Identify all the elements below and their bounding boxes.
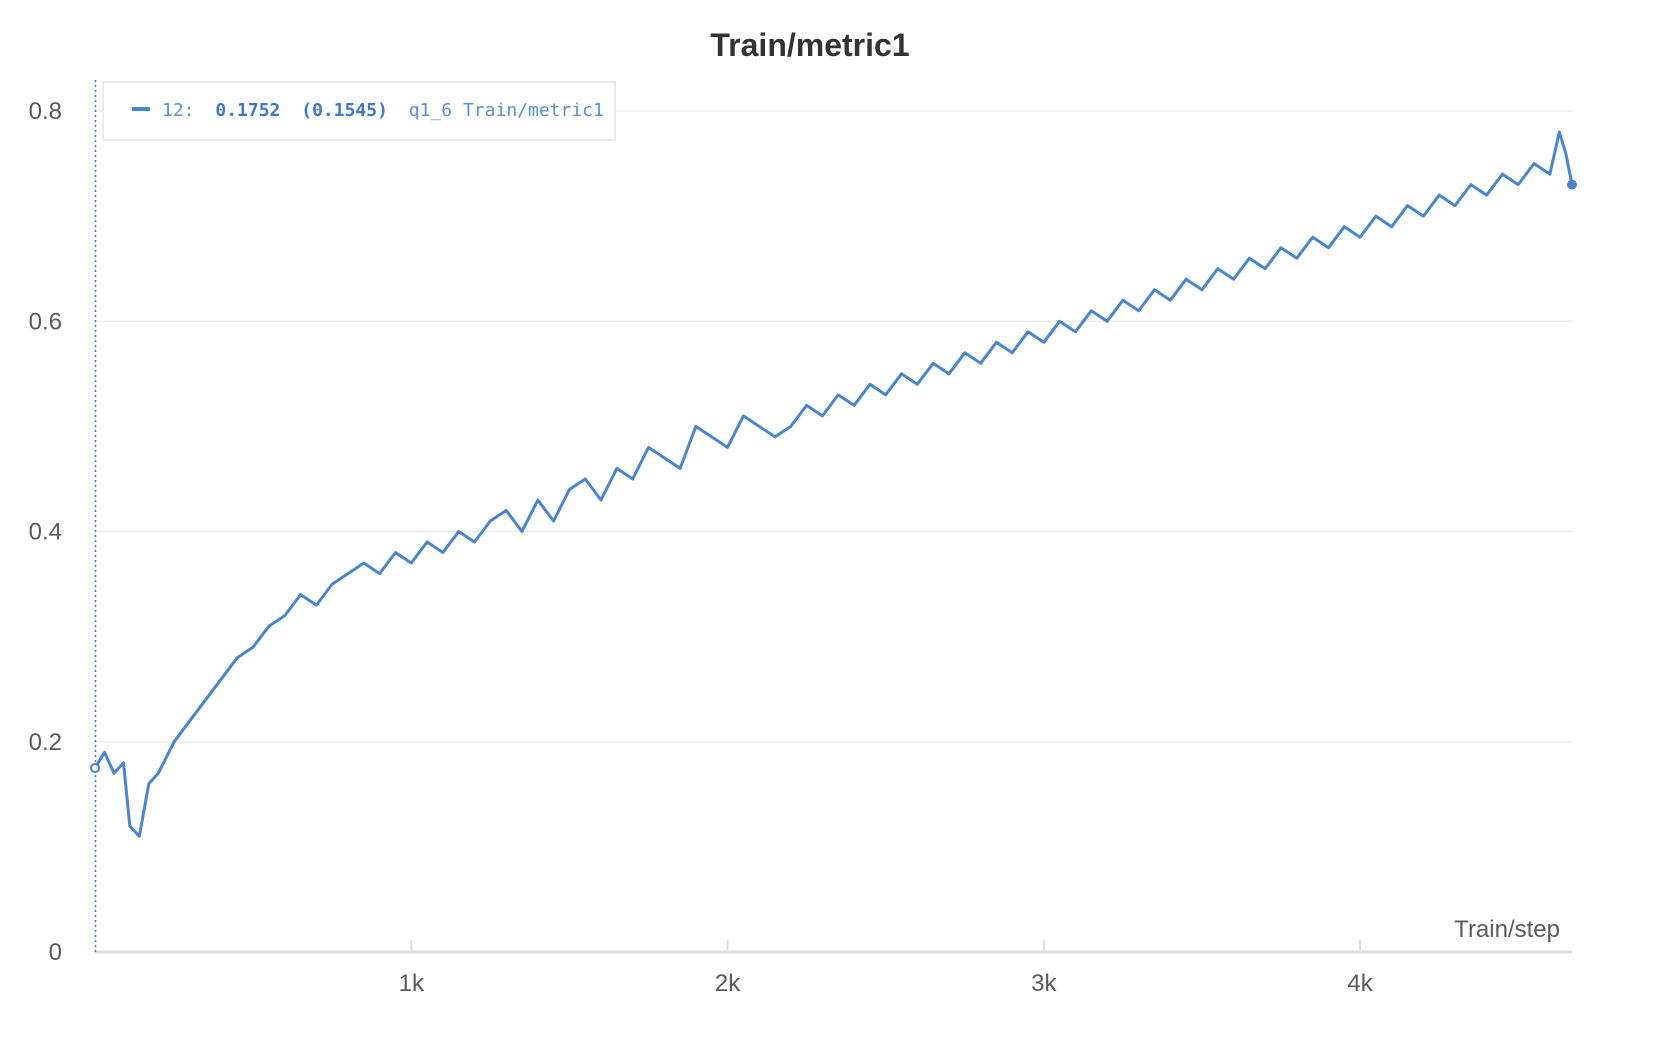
- x-axis-title: Train/step: [1454, 916, 1560, 943]
- y-tick-label: 0.4: [29, 519, 62, 546]
- hover-point: [90, 763, 100, 774]
- legend-value: 0.1752: [215, 100, 280, 121]
- x-tick-label: 1k: [399, 970, 425, 997]
- last-point: [1567, 179, 1577, 190]
- y-tick-label: 0.6: [29, 308, 62, 335]
- x-tick-label: 4k: [1347, 970, 1373, 997]
- axes: [94, 80, 1572, 954]
- legend-entry: 12: 0.1752 (0.1545) q1_6 Train/metric1: [162, 100, 604, 121]
- legend-run-name: q1_6 Train/metric1: [409, 100, 604, 121]
- chart-title: Train/metric1: [710, 27, 909, 63]
- x-tick-label: 3k: [1031, 970, 1057, 997]
- legend-smoothed-value: (0.1545): [301, 100, 388, 121]
- y-tick-label: 0: [49, 939, 62, 966]
- x-tick-label: 2k: [715, 970, 741, 997]
- legend[interactable]: 12: 0.1752 (0.1545) q1_6 Train/metric1: [102, 81, 616, 141]
- tick-labels: 0 0.2 0.4 0.6 0.8 1k 2k 3k 4k: [29, 98, 1374, 997]
- series-line[interactable]: [93, 130, 1574, 838]
- series-layer: [90, 130, 1577, 838]
- legend-prefix: 12:: [162, 100, 195, 121]
- y-tick-label: 0.2: [29, 729, 62, 756]
- legend-box: [102, 81, 616, 141]
- grid-lines: [95, 110, 1572, 743]
- y-tick-label: 0.8: [29, 98, 62, 125]
